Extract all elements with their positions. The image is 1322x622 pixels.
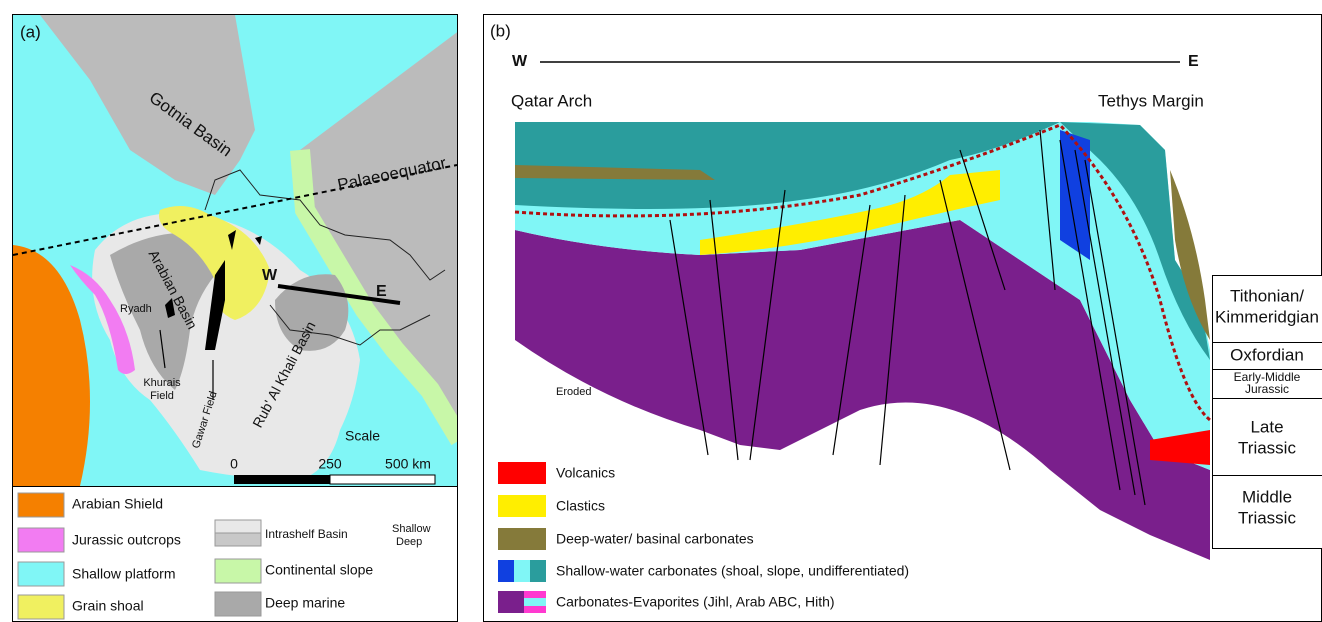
legend-label: Volcanics: [556, 465, 615, 481]
legend-swatch: [215, 592, 261, 616]
legend-label: Deep: [396, 536, 422, 548]
map: [13, 15, 460, 486]
legend-label: Carbonates-Evaporites (Jihl, Arab ABC, H…: [556, 594, 835, 610]
legend-label: Deep-water/ basinal carbonates: [556, 531, 754, 547]
legend-label: Clastics: [556, 498, 605, 514]
legend-label: Arabian Shield: [72, 496, 163, 512]
map-label: Khurais: [143, 377, 181, 389]
legend-swatch: [215, 520, 261, 533]
scale-title: Scale: [345, 428, 380, 444]
legend-swatch: [18, 493, 64, 517]
figure: (a) Gotnia Basin Palaeoequator Arabian B…: [0, 0, 1322, 622]
panel-label: (a): [20, 22, 41, 41]
map-label: Field: [150, 390, 174, 402]
scale-tick: 0: [230, 456, 238, 472]
strat-label: Jurassic: [1245, 382, 1289, 396]
panel-label: (b): [490, 21, 511, 40]
legend-swatch: [498, 462, 546, 484]
legend-label: Deep marine: [265, 595, 345, 611]
map-label: W: [262, 267, 278, 284]
page: {"panel_a": {"label": "(a)", "map": {"go…: [0, 0, 1322, 622]
legend-swatch: [514, 560, 530, 582]
legend-swatch: [498, 591, 524, 613]
strat-label: Oxfordian: [1230, 345, 1304, 364]
strat-label: Kimmeridgian: [1215, 307, 1319, 326]
strat-label: Tithonian/: [1230, 286, 1304, 305]
scale-bar: [234, 475, 330, 484]
stratigraphic-column: Tithonian/ Kimmeridgian Oxfordian Early-…: [1212, 276, 1322, 549]
legend-swatch: [18, 528, 64, 552]
shoal-carbonates: [1060, 130, 1090, 260]
legend-swatch: [215, 559, 261, 583]
strat-label: Middle: [1242, 487, 1292, 506]
legend-swatch: [524, 598, 546, 606]
legend-swatch: [18, 595, 64, 619]
legend-swatch: [524, 591, 546, 598]
legend-swatch: [498, 495, 546, 517]
scale-tick: 250: [318, 456, 342, 472]
location-label: Tethys Margin: [1098, 91, 1204, 110]
direction-label: E: [1188, 53, 1199, 70]
legend-swatch: [498, 560, 514, 582]
legend-label: Shallow: [392, 523, 431, 535]
strat-label: Triassic: [1238, 508, 1296, 527]
map-label: Ryadh: [120, 303, 152, 315]
legend-label: Continental slope: [265, 562, 373, 578]
legend-swatch: [18, 562, 64, 586]
legend-label: Intrashelf Basin: [265, 527, 348, 541]
strat-label: Late: [1250, 417, 1283, 436]
legend-swatch: [498, 528, 546, 550]
legend-label: Shallow-water carbonates (shoal, slope, …: [556, 563, 909, 579]
legend-label: Grain shoal: [72, 598, 144, 614]
legend-label: Shallow platform: [72, 566, 176, 582]
section-label: Eroded: [556, 386, 591, 398]
map-label: E: [376, 283, 387, 300]
scale-tick: 500 km: [385, 456, 431, 472]
legend-swatch: [530, 560, 546, 582]
legend-label: Jurassic outcrops: [72, 532, 181, 548]
location-label: Qatar Arch: [511, 91, 592, 110]
strat-label: Triassic: [1238, 438, 1296, 457]
legend-swatch: [524, 606, 546, 613]
legend-swatch: [215, 533, 261, 546]
direction-label: W: [512, 53, 528, 70]
scale-bar: [330, 475, 435, 484]
